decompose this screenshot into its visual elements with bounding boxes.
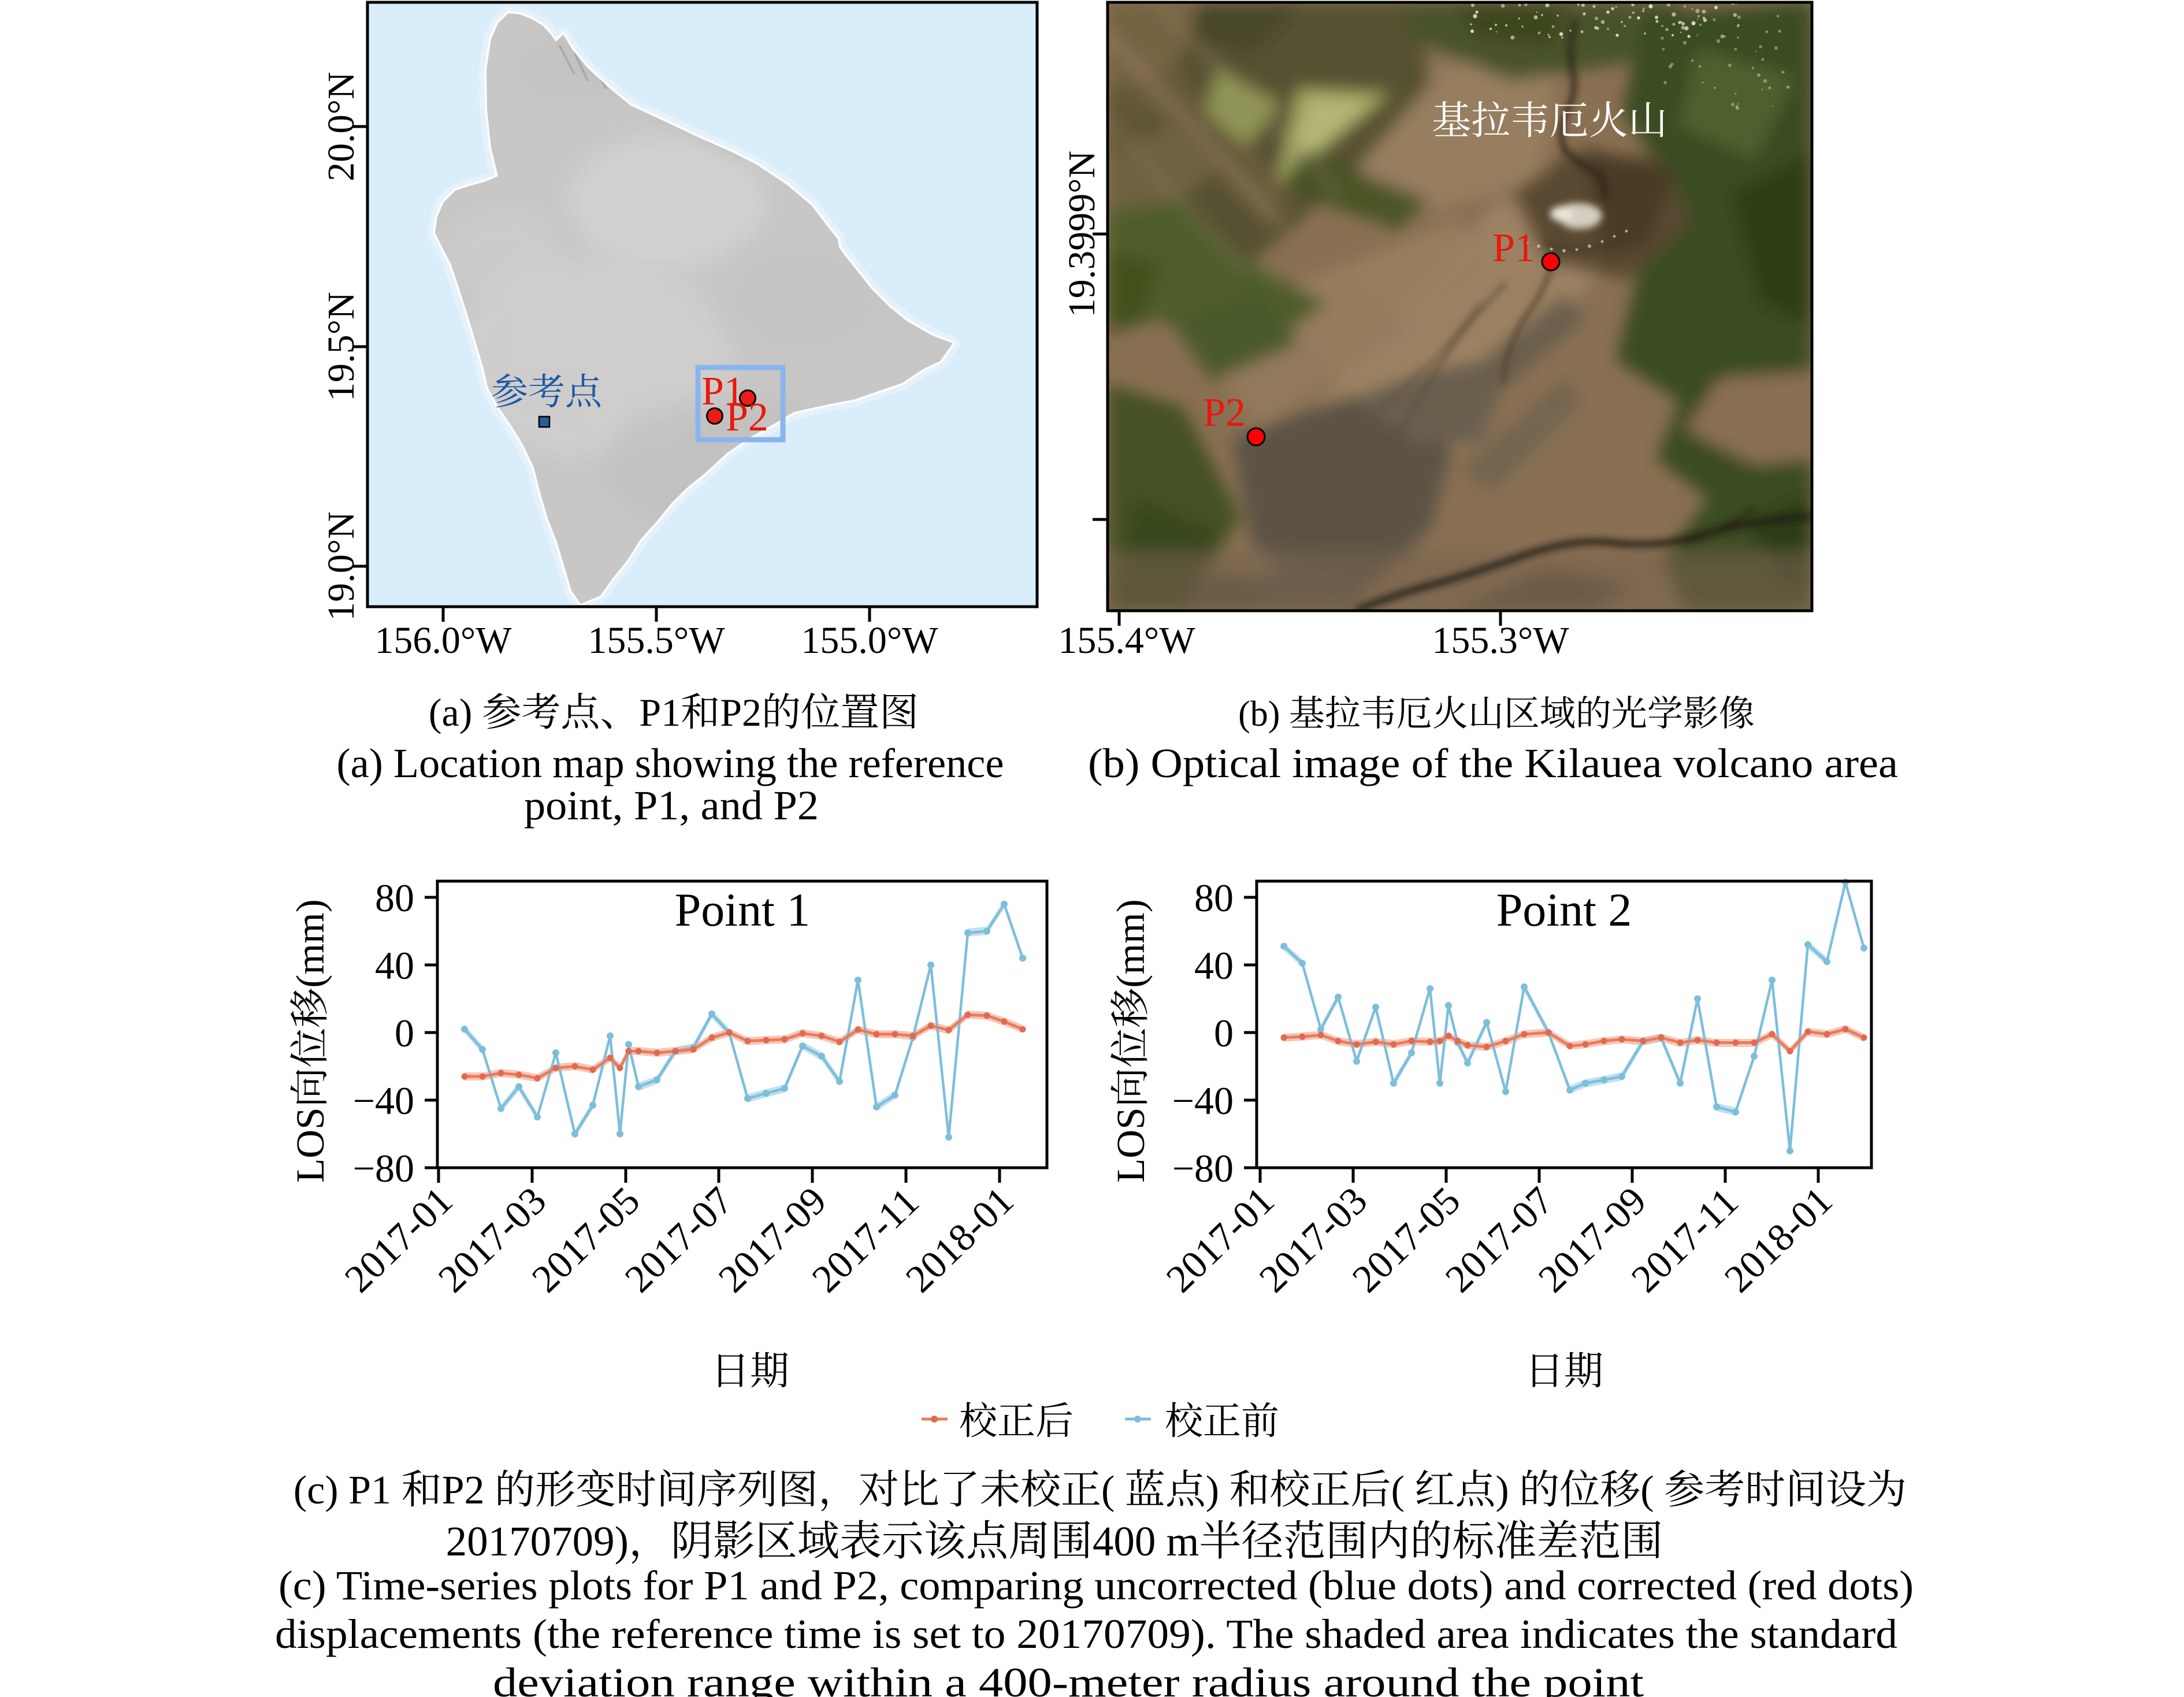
svg-text:40: 40 <box>1194 944 1234 987</box>
svg-text:P1: P1 <box>701 369 744 414</box>
svg-text:Point 1: Point 1 <box>675 883 811 936</box>
svg-text:P2: P2 <box>726 395 768 440</box>
svg-text:0: 0 <box>395 1011 414 1055</box>
svg-text:P2: P2 <box>442 1468 485 1513</box>
svg-text:(mm): (mm) <box>1109 899 1153 987</box>
svg-text:19.3999°N: 19.3999°N <box>1061 151 1103 318</box>
svg-text:−80: −80 <box>1172 1146 1234 1190</box>
svg-text:40: 40 <box>375 944 414 987</box>
svg-text:155.0°W: 155.0°W <box>801 619 938 662</box>
svg-text:156.0°W: 156.0°W <box>374 619 512 662</box>
svg-text:155.3°W: 155.3°W <box>1432 619 1569 662</box>
svg-text:(mm): (mm) <box>288 899 332 987</box>
svg-text:deviation range within a 400-m: deviation range within a 400-meter radiu… <box>493 1659 1644 1697</box>
svg-text:0: 0 <box>1214 1011 1234 1055</box>
svg-text:80: 80 <box>1194 876 1234 920</box>
svg-text:20170709): 20170709) <box>446 1518 629 1565</box>
svg-text:(b): (b) <box>1238 695 1280 734</box>
svg-text:19.0°N: 19.0°N <box>320 511 362 621</box>
svg-text:(: ( <box>1101 1468 1115 1513</box>
svg-text:19.5°N: 19.5°N <box>320 292 362 402</box>
svg-text:−40: −40 <box>1172 1079 1234 1123</box>
svg-text:(a): (a) <box>429 690 472 734</box>
svg-text:displacements (the reference t: displacements (the reference time is set… <box>275 1611 1897 1657</box>
svg-text:LOS: LOS <box>288 1108 332 1183</box>
svg-text:P1: P1 <box>1492 226 1535 270</box>
svg-text:155.4°W: 155.4°W <box>1058 619 1195 662</box>
svg-text:Point 2: Point 2 <box>1496 883 1632 936</box>
svg-text:−80: −80 <box>353 1146 414 1190</box>
svg-text:20.0°N: 20.0°N <box>320 72 362 181</box>
svg-text:−40: −40 <box>353 1079 414 1123</box>
svg-text:P2: P2 <box>1203 391 1246 435</box>
svg-text:LOS: LOS <box>1109 1108 1153 1183</box>
svg-text:(c) Time-series plots for P1 a: (c) Time-series plots for P1 and P2, com… <box>278 1562 1914 1609</box>
svg-text:(: ( <box>1640 1468 1654 1513</box>
svg-text:(a) Location map showing the r: (a) Location map showing the reference <box>337 740 1004 786</box>
svg-text:(: ( <box>1391 1468 1405 1513</box>
svg-text:): ) <box>1495 1468 1509 1513</box>
svg-text:P2: P2 <box>720 690 762 734</box>
svg-text:155.5°W: 155.5°W <box>588 619 725 662</box>
svg-text:): ) <box>1206 1468 1219 1513</box>
svg-text:80: 80 <box>375 876 414 920</box>
svg-text:point, P1, and P2: point, P1, and P2 <box>524 782 819 829</box>
svg-text:P1: P1 <box>639 690 681 734</box>
svg-text:400 m: 400 m <box>1093 1518 1199 1565</box>
svg-text:(c) P1: (c) P1 <box>294 1468 391 1513</box>
svg-text:(b) Optical image of the Kilau: (b) Optical image of the Kilauea volcano… <box>1088 740 1898 786</box>
